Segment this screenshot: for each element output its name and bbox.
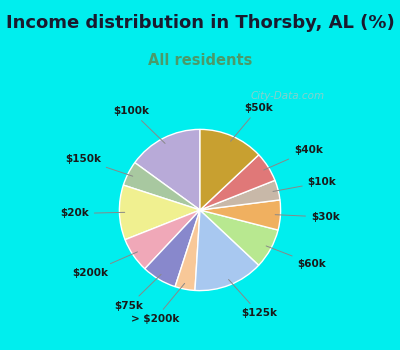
Text: $100k: $100k xyxy=(114,106,165,144)
Text: $40k: $40k xyxy=(264,145,323,170)
Wedge shape xyxy=(200,155,275,210)
Text: $30k: $30k xyxy=(275,212,340,222)
Text: $10k: $10k xyxy=(273,177,336,191)
Wedge shape xyxy=(200,130,259,210)
Text: > $200k: > $200k xyxy=(131,284,185,324)
Text: City-Data.com: City-Data.com xyxy=(251,91,325,100)
Wedge shape xyxy=(195,210,259,290)
Wedge shape xyxy=(200,210,278,265)
Text: All residents: All residents xyxy=(148,53,252,68)
Text: $50k: $50k xyxy=(230,103,273,141)
Text: $60k: $60k xyxy=(266,246,326,268)
Wedge shape xyxy=(119,185,200,240)
Text: $125k: $125k xyxy=(228,280,277,318)
Wedge shape xyxy=(135,130,200,210)
Wedge shape xyxy=(125,210,200,269)
Wedge shape xyxy=(175,210,200,290)
Text: Income distribution in Thorsby, AL (%): Income distribution in Thorsby, AL (%) xyxy=(6,14,394,32)
Wedge shape xyxy=(200,200,281,230)
Wedge shape xyxy=(123,163,200,210)
Wedge shape xyxy=(145,210,200,287)
Text: $75k: $75k xyxy=(114,274,161,311)
Text: $150k: $150k xyxy=(65,154,133,176)
Wedge shape xyxy=(200,180,280,210)
Text: $20k: $20k xyxy=(60,209,125,218)
Text: $200k: $200k xyxy=(72,252,138,278)
